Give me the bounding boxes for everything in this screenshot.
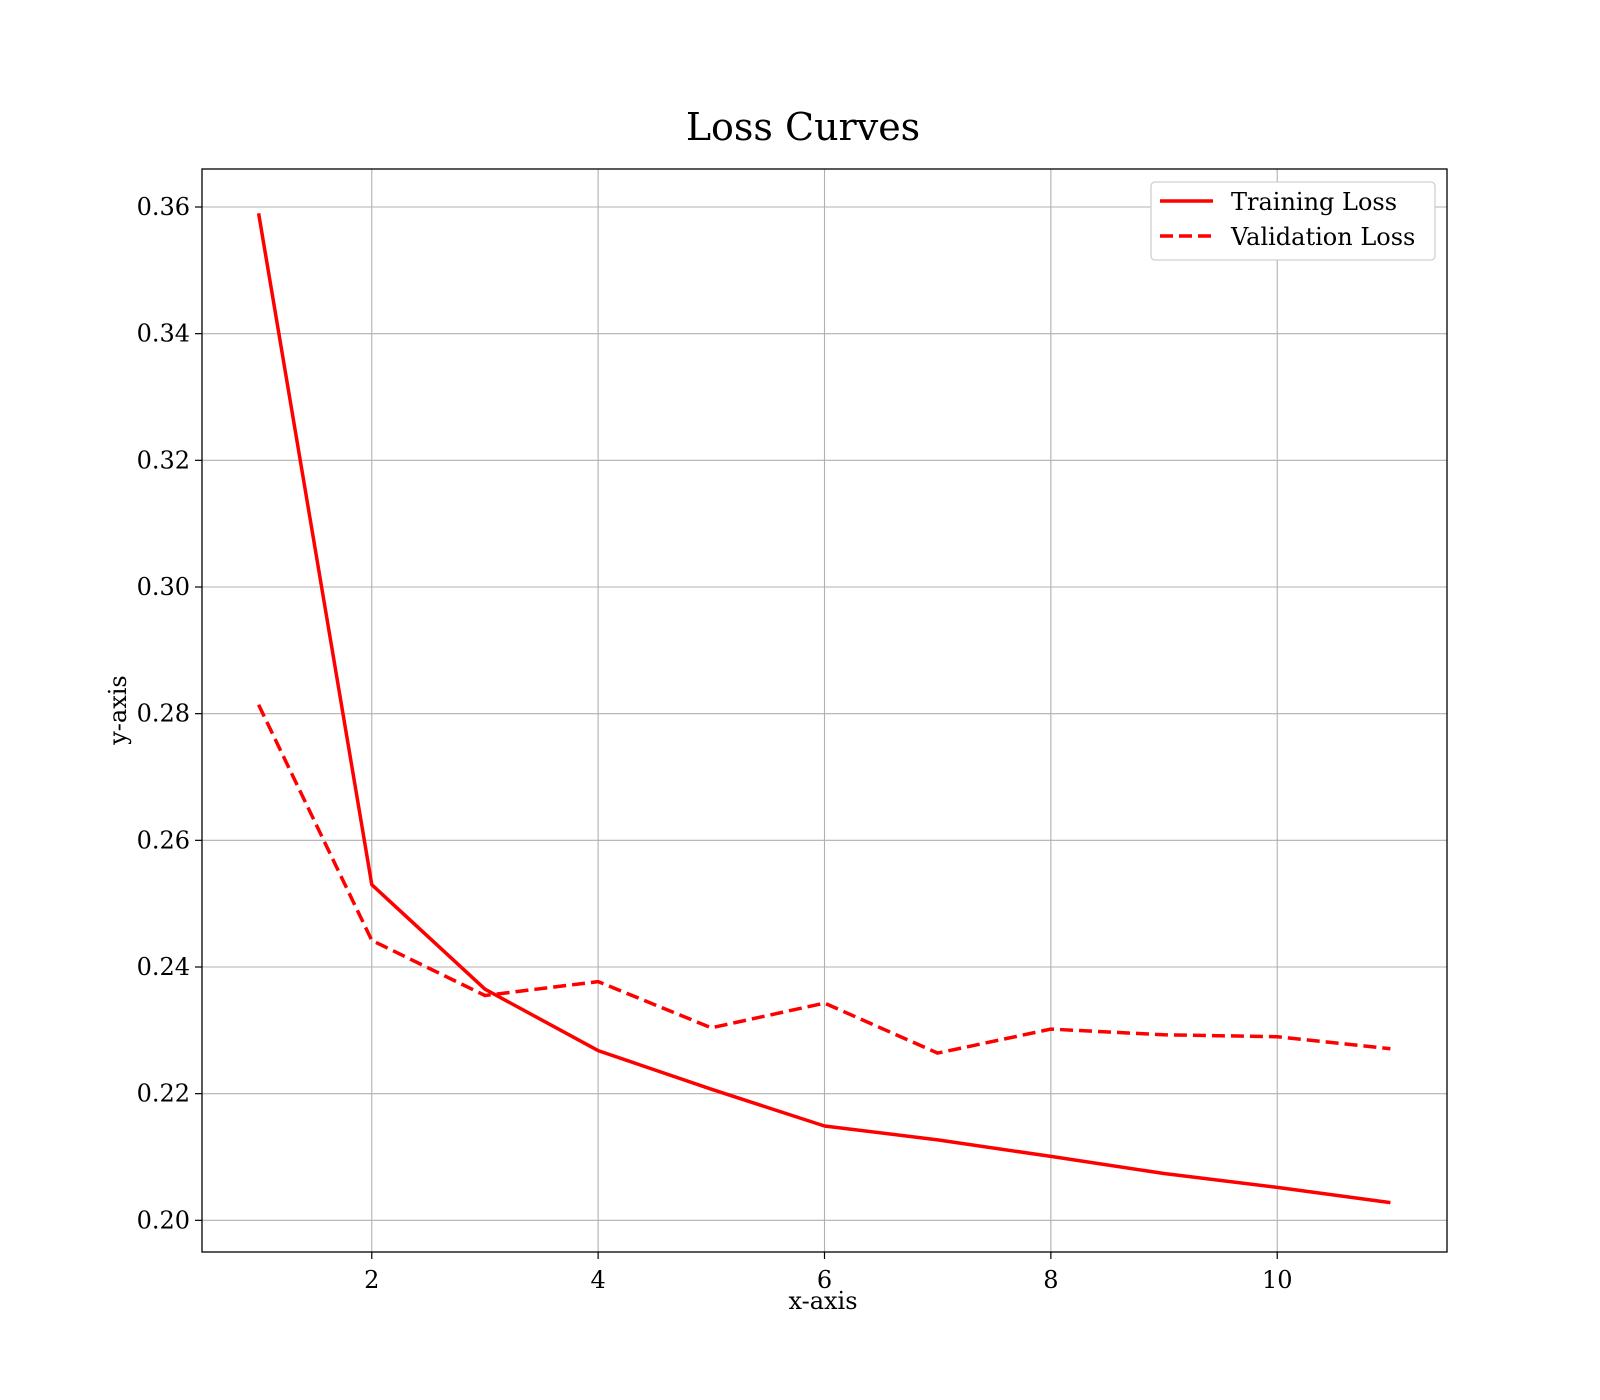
y-tick-label: 0.26 [137, 826, 190, 854]
legend-label-training-loss: Training Loss [1231, 188, 1397, 216]
series-lines [256, 213, 1391, 1205]
x-tick-label: 2 [364, 1266, 379, 1294]
x-tick-label: 10 [1262, 1266, 1293, 1294]
legend-label-validation-loss: Validation Loss [1230, 223, 1415, 251]
axis-ticks: 2 4 6 8 10 0.20 0.22 0.24 0.26 0.28 0.30 0.32 0.34 0.… [137, 193, 1293, 1294]
y-axis-label: y-axis [104, 675, 132, 746]
x-axis-label: x-axis [788, 1287, 857, 1315]
y-tick-label: 0.34 [137, 320, 190, 348]
legend: Training Loss Validation Loss [1150, 181, 1436, 261]
x-tick-label: 6 [817, 1266, 832, 1294]
y-tick-label: 0.20 [137, 1206, 190, 1234]
legend-box [1150, 181, 1436, 261]
x-tick-label: 4 [590, 1266, 605, 1294]
x-tick-label: 8 [1043, 1266, 1058, 1294]
y-tick-label: 0.28 [137, 700, 190, 728]
y-tick-label: 0.24 [137, 953, 190, 981]
series-line-validation-loss [257, 704, 1391, 1055]
chart-title: Loss Curves [686, 105, 920, 149]
series-line-training-loss [256, 213, 1391, 1205]
y-tick-label: 0.22 [137, 1080, 190, 1108]
y-tick-label: 0.36 [137, 193, 190, 221]
grid-lines [202, 169, 1447, 1252]
y-tick-label: 0.30 [137, 573, 190, 601]
y-tick-label: 0.32 [137, 446, 190, 474]
